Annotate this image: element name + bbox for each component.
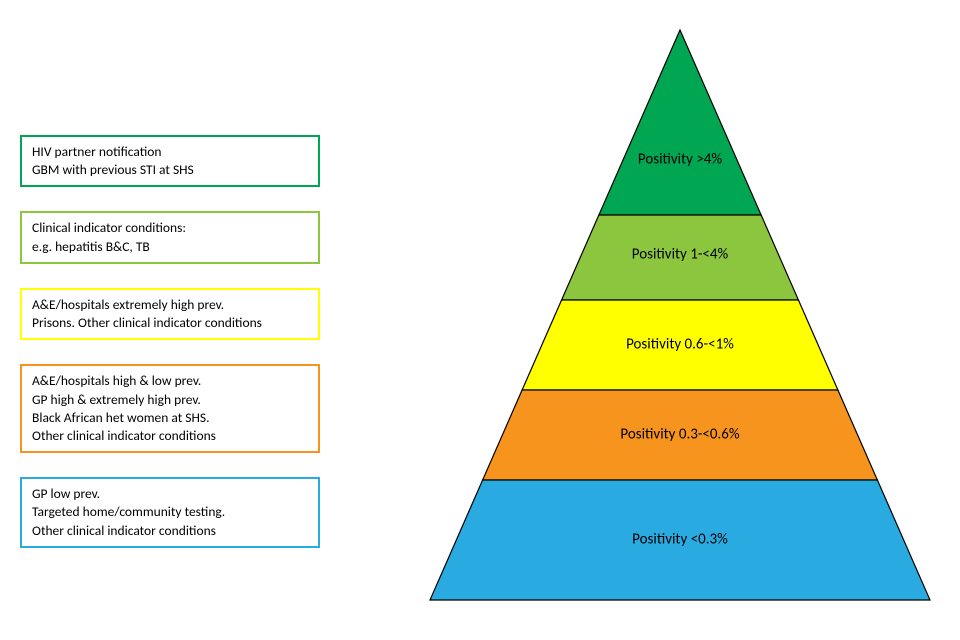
box-text: Targeted home/community testing. — [32, 503, 308, 521]
legend-boxes: HIV partner notification GBM with previo… — [20, 135, 320, 572]
pyramid-chart: Positivity >4% Positivity 1-<4% Positivity… — [420, 20, 940, 620]
box-text: Clinical indicator conditions: — [32, 219, 308, 237]
box-text: GP low prev. — [32, 485, 308, 503]
diagram-container: HIV partner notification GBM with previo… — [0, 0, 960, 640]
box-text: Other clinical indicator conditions — [32, 427, 308, 445]
box-text: GP high & extremely high prev. — [32, 391, 308, 409]
box-text: Black African het women at SHS. — [32, 409, 308, 427]
pyramid-tier-1 — [599, 30, 761, 215]
box-text: HIV partner notification — [32, 143, 308, 161]
legend-box-5: GP low prev. Targeted home/community tes… — [20, 477, 320, 548]
pyramid-svg: Positivity >4% Positivity 1-<4% Positivity… — [420, 20, 940, 620]
pyramid-tier-label-2: Positivity 1-<4% — [632, 246, 729, 264]
box-text: e.g. hepatitis B&C, TB — [32, 238, 308, 256]
box-text: A&E/hospitals high & low prev. — [32, 372, 308, 390]
legend-box-2: Clinical indicator conditions: e.g. hepa… — [20, 211, 320, 263]
pyramid-tier-label-5: Positivity <0.3% — [632, 531, 728, 549]
legend-box-3: A&E/hospitals extremely high prev. Priso… — [20, 288, 320, 340]
box-text: Prisons. Other clinical indicator condit… — [32, 314, 308, 332]
pyramid-tier-label-3: Positivity 0.6-<1% — [626, 336, 734, 354]
pyramid-tier-label-4: Positivity 0.3-<0.6% — [620, 426, 739, 444]
legend-box-4: A&E/hospitals high & low prev. GP high &… — [20, 364, 320, 453]
box-text: GBM with previous STI at SHS — [32, 161, 308, 179]
legend-box-1: HIV partner notification GBM with previo… — [20, 135, 320, 187]
box-text: Other clinical indicator conditions — [32, 522, 308, 540]
box-text: A&E/hospitals extremely high prev. — [32, 296, 308, 314]
pyramid-tier-label-1: Positivity >4% — [638, 151, 723, 169]
